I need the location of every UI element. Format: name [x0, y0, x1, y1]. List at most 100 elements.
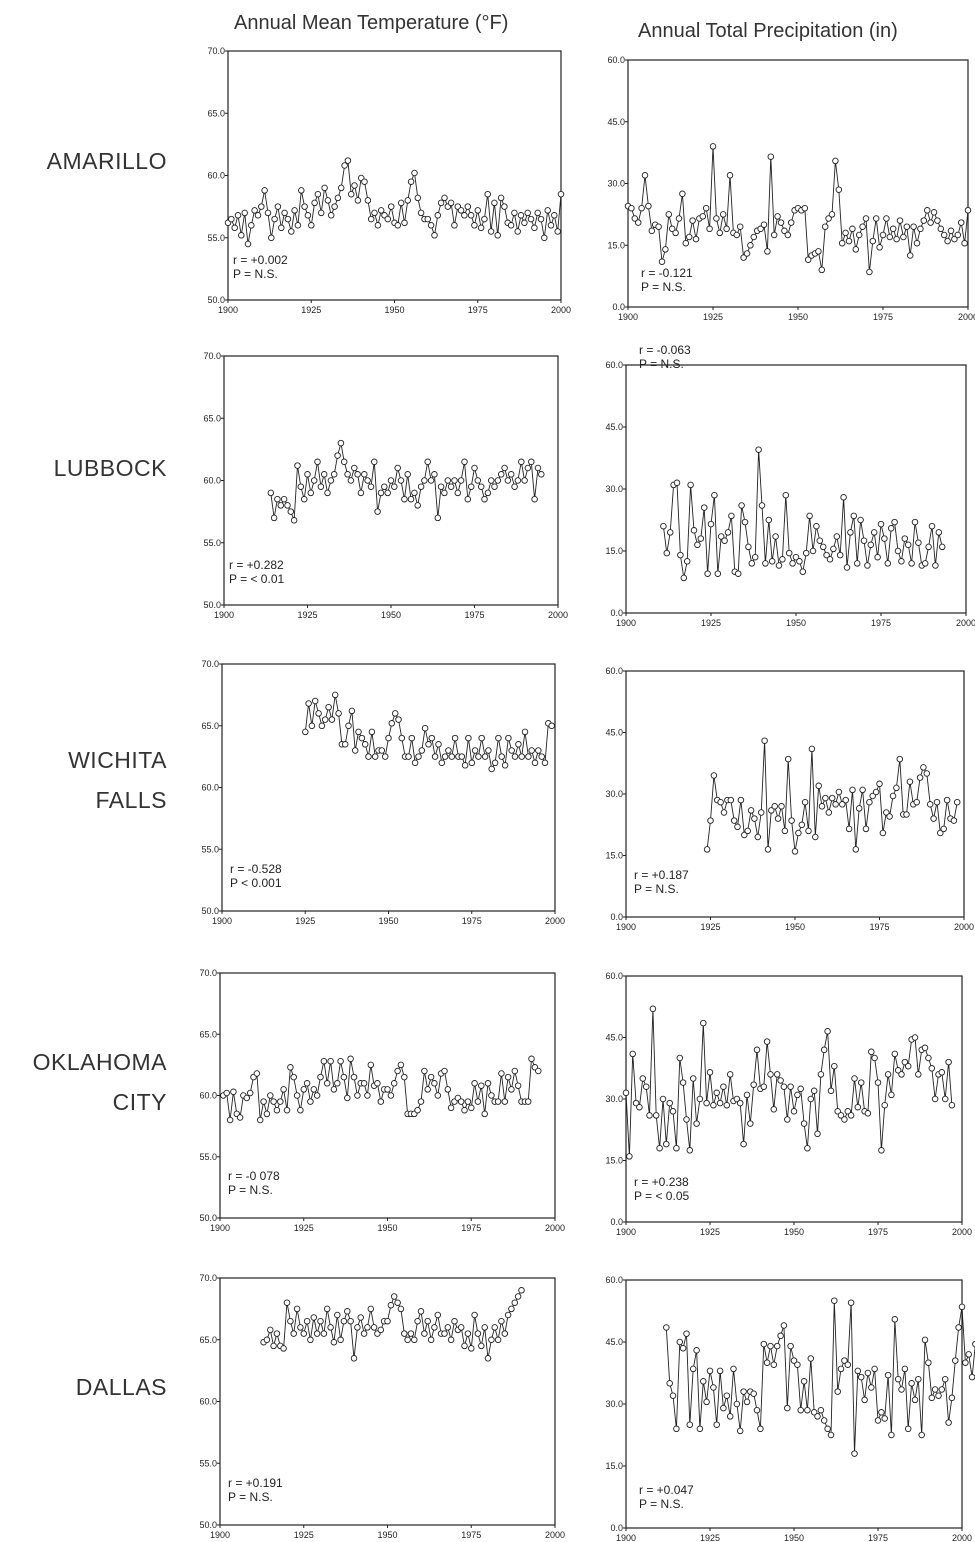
oklahoma-city-precipitation-data-point — [787, 1083, 794, 1090]
wichita-falls-temperature-data-point — [525, 753, 532, 760]
lubbock-temperature-data-point — [401, 495, 408, 503]
wichita-falls-temperature-data-point — [385, 734, 392, 742]
oklahoma-city-temperature-data-point — [508, 1086, 515, 1093]
dallas-precipitation-data-point — [790, 1357, 798, 1364]
amarillo-precipitation-data-point — [910, 223, 917, 230]
lubbock-precipitation-data-point — [741, 518, 749, 526]
wichita-falls-temperature-data-point — [548, 722, 555, 730]
oklahoma-city-temperature-data-point — [300, 1086, 308, 1093]
wichita-falls-precipitation-data-point — [774, 815, 782, 822]
amarillo-temperature-data-point — [337, 184, 345, 192]
oklahoma-city-temperature-data-point — [344, 1094, 351, 1102]
dallas-precipitation-data-point — [915, 1375, 922, 1383]
lubbock-precipitation-data-point — [789, 560, 796, 567]
dallas-temperature-data-point — [387, 1301, 395, 1309]
lubbock-precipitation-data-point — [802, 549, 810, 557]
wichita-falls-precipitation-data-point — [866, 798, 873, 806]
lubbock-precipitation-data-point — [833, 533, 841, 540]
oklahoma-city-precipitation-data-point — [928, 1065, 936, 1072]
lubbock-precipitation-data-point — [745, 543, 752, 551]
wichita-falls-temperature-xtick-label: 2000 — [545, 916, 565, 926]
amarillo-temperature-data-point — [501, 203, 508, 210]
dallas-precipitation-xtick-label: 1950 — [784, 1533, 804, 1542]
wichita-falls-precipitation-data-point — [757, 809, 765, 816]
lubbock-precipitation-data-point — [799, 568, 807, 575]
amarillo-temperature-data-point — [407, 178, 415, 185]
wichita-falls-precipitation-data-point — [761, 737, 768, 744]
lubbock-temperature-data-point — [514, 477, 522, 484]
dallas-precipitation-data-point — [958, 1303, 966, 1311]
lubbock-precipitation-data-point — [836, 551, 844, 559]
oklahoma-city-temperature-data-point — [317, 1073, 324, 1081]
amarillo-precipitation-data-point — [913, 239, 921, 247]
oklahoma-city-precipitation-data-point — [652, 1112, 660, 1119]
amarillo-precipitation-ytick-label: 45.0 — [607, 117, 625, 127]
oklahoma-city-precipitation-data-point — [945, 1058, 952, 1066]
oklahoma-city-precipitation-xtick-label: 1950 — [784, 1227, 804, 1237]
lubbock-precipitation-data-point — [758, 502, 766, 509]
wichita-falls-precipitation-data-point — [717, 798, 724, 806]
dallas-precipitation-data-point — [925, 1359, 932, 1366]
lubbock-temperature-data-point — [397, 477, 405, 484]
wichita-falls-precipitation-data-point — [791, 848, 799, 855]
oklahoma-city-temperature-data-point — [260, 1098, 267, 1105]
amarillo-precipitation-data-point — [716, 229, 724, 237]
amarillo-temperature-ytick-label: 65.0 — [207, 108, 225, 118]
lubbock-precipitation-data-point — [734, 570, 742, 577]
wichita-falls-precipitation-data-point — [832, 801, 839, 808]
lubbock-temperature-data-point — [414, 502, 421, 509]
dallas-precipitation-data-point — [854, 1367, 862, 1375]
amarillo-temperature-data-point — [331, 203, 338, 210]
amarillo-precipitation-xtick-label: 2000 — [958, 312, 975, 322]
dallas-precipitation-data-point — [750, 1390, 757, 1397]
lubbock-temperature-data-point — [528, 458, 535, 466]
lubbock-temperature-data-point — [497, 471, 505, 478]
oklahoma-city-precipitation-data-point — [743, 1091, 751, 1099]
lubbock-temperature-data-point — [467, 483, 475, 490]
amarillo-temperature-data-point — [551, 212, 558, 219]
amarillo-temperature-data-point — [364, 197, 372, 204]
dallas-precipitation-data-point — [730, 1365, 737, 1373]
amarillo-temperature-data-point — [467, 212, 475, 219]
wichita-falls-temperature-data-point — [398, 734, 406, 742]
lubbock-temperature-data-point — [444, 477, 452, 484]
wichita-falls-precipitation-data-point — [805, 827, 812, 835]
wichita-falls-precipitation-data-point — [903, 811, 910, 818]
amarillo-temperature-data-point — [387, 203, 395, 210]
wichita-falls-temperature-data-point — [318, 722, 326, 730]
dallas-temperature-data-point — [444, 1324, 452, 1331]
amarillo-temperature-data-point — [241, 209, 248, 217]
dallas-precipitation-data-point — [810, 1409, 818, 1416]
wichita-falls-precipitation-data-point — [906, 778, 914, 785]
oklahoma-city-precipitation-data-point — [747, 1120, 754, 1127]
amarillo-temperature-data-point — [441, 194, 448, 202]
oklahoma-city-precipitation-data-point — [847, 1112, 855, 1119]
wichita-falls-precipitation-data-point — [855, 805, 863, 812]
amarillo-precipitation-data-point — [934, 217, 941, 224]
lubbock-precipitation-data-point — [819, 543, 827, 551]
dallas-precipitation-data-point — [844, 1361, 852, 1368]
amarillo-temperature-data-point — [254, 212, 262, 219]
amarillo-precipitation-data-point — [668, 225, 676, 233]
oklahoma-city-precipitation-data-point — [857, 1079, 865, 1086]
oklahoma-city-temperature-xtick-label: 1900 — [210, 1223, 230, 1233]
wichita-falls-temperature-data-point — [331, 691, 339, 699]
lubbock-temperature-data-point — [357, 489, 365, 497]
dallas-temperature-data-point — [417, 1308, 425, 1315]
lubbock-precipitation-data-point — [782, 491, 790, 499]
dallas-temperature-data-point — [491, 1324, 498, 1331]
wichita-falls-temperature-data-point — [368, 728, 376, 736]
amarillo-temperature-data-point — [281, 209, 288, 217]
oklahoma-city-temperature-data-point — [514, 1082, 522, 1089]
oklahoma-city-precipitation-ytick-label: 15.0 — [605, 1156, 623, 1166]
amarillo-temperature-data-point — [427, 222, 435, 229]
oklahoma-city-precipitation-data-point — [814, 1130, 821, 1138]
amarillo-temperature-xtick-label: 1925 — [301, 305, 321, 315]
dallas-precipitation-data-point — [901, 1365, 909, 1373]
lubbock-precipitation-data-point — [690, 527, 698, 534]
dallas-temperature-data-point — [501, 1330, 509, 1337]
wichita-falls-temperature-data-point — [465, 734, 472, 742]
amarillo-precipitation-data-point — [736, 223, 744, 230]
amarillo-temperature-data-point — [401, 219, 408, 227]
wichita-falls-precipitation-plot-frame — [625, 670, 965, 918]
